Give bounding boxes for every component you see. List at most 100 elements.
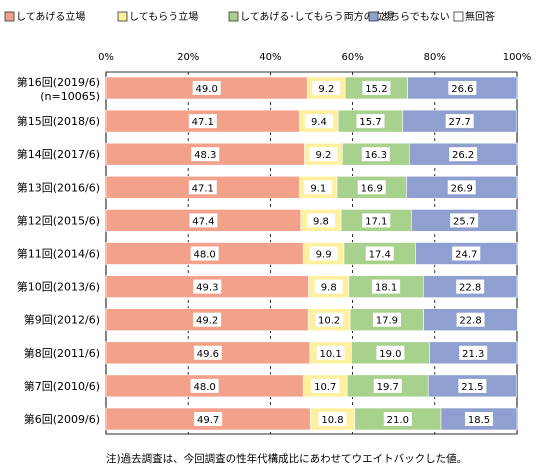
category-label-3-0: 第13回(2016/6) [17, 180, 100, 194]
value-label-bg-2-0 [362, 81, 391, 95]
value-label-2-5: 17.4 [369, 250, 391, 261]
x-axis-ticks: 0% 20% 40% 60% 80% 100% [98, 52, 531, 63]
value-label-1-10: 10.8 [321, 415, 343, 426]
value-label-bg-3-8 [459, 345, 488, 360]
value-label-0-0: 49.0 [196, 84, 218, 95]
value-label-bg-0-5 [190, 246, 219, 261]
value-label-0-1: 47.1 [192, 117, 214, 128]
legend-label-4: 無回答 [465, 10, 495, 23]
category-labels: 第16回(2019/6)(n=10065) 第15回(2018/6) 第14回(20… [17, 75, 100, 426]
value-label-2-8: 19.0 [379, 349, 401, 360]
legend-label-1: してもらう立場 [129, 10, 198, 23]
value-label-2-9: 19.7 [377, 382, 399, 393]
legend-swatch-3 [368, 11, 379, 22]
value-label-bg-2-8 [376, 345, 405, 360]
value-label-0-2: 48.3 [194, 150, 216, 161]
value-label-bg-0-10 [194, 412, 223, 426]
value-label-3-8: 21.3 [462, 349, 484, 360]
value-label-0-4: 47.4 [192, 216, 214, 227]
value-label-bg-0-9 [190, 378, 219, 393]
value-label-1-0: 9.2 [318, 84, 334, 95]
category-label-4-0: 第12回(2015/6) [17, 213, 100, 227]
category-label-2-0: 第14回(2017/6) [17, 147, 100, 161]
value-label-bg-0-8 [193, 345, 222, 360]
value-label-bg-3-2 [449, 147, 478, 162]
legend-label-3: どちらでもない [380, 11, 450, 23]
value-label-bg-2-6 [372, 279, 401, 294]
value-label-bg-2-1 [356, 114, 385, 129]
value-label-bg-3-9 [458, 378, 487, 393]
value-label-0-10: 49.7 [197, 415, 219, 426]
legend-swatch-0 [4, 11, 15, 22]
value-label-bg-1-4 [306, 213, 335, 228]
value-label-3-9: 21.5 [461, 382, 483, 393]
value-label-bg-2-10 [383, 412, 412, 426]
value-label-2-1: 15.7 [359, 117, 381, 128]
x-tick-label-5: 100% [503, 52, 532, 63]
value-label-bg-0-4 [189, 213, 218, 228]
value-label-1-1: 9.4 [311, 117, 327, 128]
category-label-10-0: 第6回(2009/6) [24, 412, 100, 426]
value-label-bg-1-7 [315, 312, 344, 327]
value-label-3-10: 18.5 [468, 415, 490, 426]
value-label-bg-0-6 [193, 279, 222, 294]
value-label-bg-0-0 [192, 81, 221, 95]
value-label-bg-0-1 [188, 114, 217, 129]
value-label-0-5: 48.0 [194, 250, 216, 261]
value-label-bg-3-3 [447, 180, 476, 195]
value-label-bg-2-7 [372, 312, 401, 327]
footnote: 注)過去調査は、今回調査の性年代構成比にあわせてウエイトバックした値。 [106, 452, 467, 465]
legend-swatch-1 [117, 11, 128, 22]
value-label-bg-2-2 [361, 147, 390, 162]
value-label-3-5: 24.7 [455, 250, 477, 261]
value-label-bg-1-2 [309, 147, 338, 162]
value-label-1-4: 9.8 [313, 216, 329, 227]
value-label-2-0: 15.2 [365, 84, 387, 95]
value-label-bg-1-9 [311, 378, 340, 393]
value-label-bg-3-10 [464, 412, 493, 426]
value-label-bg-1-10 [318, 412, 347, 426]
category-label-7-0: 第9回(2012/6) [24, 313, 100, 327]
x-tick-label-0: 0% [98, 52, 114, 63]
value-label-3-0: 26.6 [451, 84, 473, 95]
legend-swatch-4 [453, 11, 464, 22]
legend-label-2: してあげる･してもらう両方の立場 [240, 10, 394, 23]
value-label-bg-0-7 [193, 312, 222, 327]
value-label-1-9: 10.7 [314, 382, 336, 393]
plot-area: 49.0 9.2 15.2 26.6 47.1 9.4 15.7 27.7 48.3 9.2 16.… [105, 71, 518, 435]
value-label-0-7: 49.2 [196, 316, 218, 327]
value-label-bg-1-0 [312, 81, 341, 95]
value-label-bg-1-5 [309, 246, 338, 261]
value-label-2-2: 16.3 [365, 150, 387, 161]
category-label-9-0: 第7回(2010/6) [24, 379, 100, 393]
value-label-1-7: 10.2 [318, 316, 340, 327]
category-label-8-0: 第8回(2011/6) [24, 346, 100, 360]
value-label-3-4: 25.7 [453, 216, 475, 227]
value-label-bg-1-3 [304, 180, 333, 195]
value-label-2-3: 16.9 [361, 183, 383, 194]
value-label-3-3: 26.9 [451, 183, 473, 194]
value-label-bg-0-2 [191, 147, 220, 162]
value-label-3-2: 26.2 [452, 150, 474, 161]
value-label-bg-3-1 [445, 114, 474, 129]
value-label-1-6: 9.8 [321, 283, 337, 294]
value-label-bg-3-5 [452, 246, 481, 261]
value-label-1-5: 9.9 [316, 250, 332, 261]
value-label-bg-3-4 [450, 213, 479, 228]
value-label-0-3: 47.1 [192, 183, 214, 194]
value-label-bg-1-6 [314, 279, 343, 294]
value-label-bg-2-4 [362, 213, 391, 228]
category-label-6-0: 第10回(2013/6) [17, 280, 100, 294]
value-label-0-8: 49.6 [197, 349, 219, 360]
category-label-0-0: 第16回(2019/6) [17, 75, 100, 89]
value-label-bg-3-0 [448, 81, 477, 95]
x-tick-label-4: 80% [424, 52, 446, 63]
legend-label-0: してあげる立場 [16, 10, 85, 23]
value-label-2-10: 21.0 [387, 415, 409, 426]
value-label-bg-2-5 [365, 246, 394, 261]
value-label-bg-2-3 [357, 180, 386, 195]
legend-swatch-2 [228, 11, 239, 22]
x-tick-label-1: 20% [177, 52, 199, 63]
